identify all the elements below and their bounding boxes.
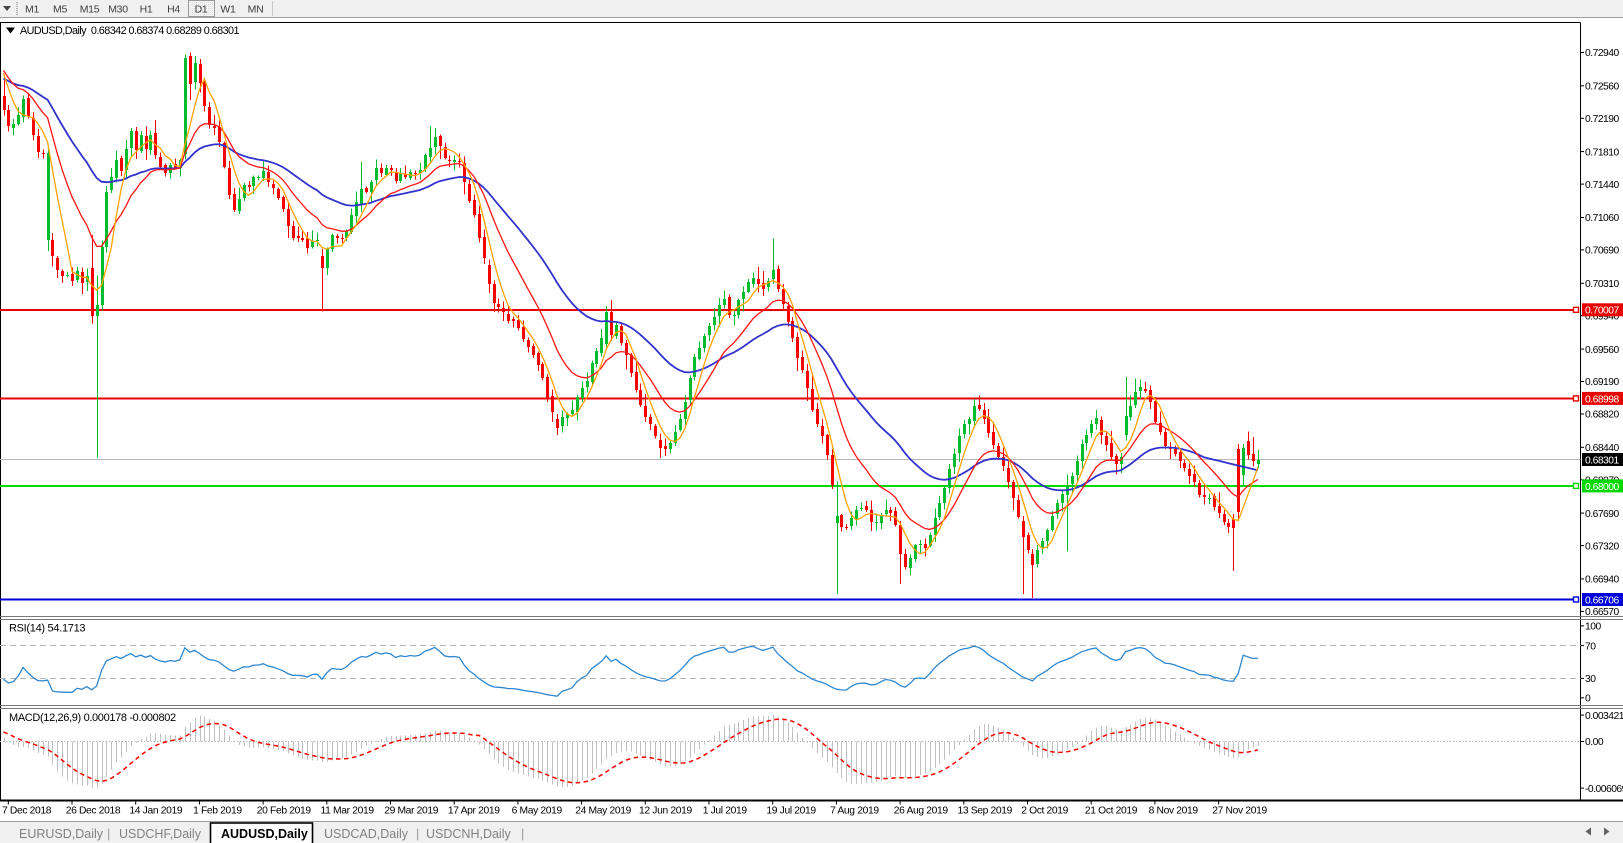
svg-text:70: 70 — [1585, 641, 1596, 652]
svg-text:H4: H4 — [167, 4, 180, 16]
svg-text:0.70690: 0.70690 — [1585, 246, 1619, 257]
svg-text:AUDUSD,Daily 0.68342 0.68374: AUDUSD,Daily 0.68342 0.68374 0.68289 0.6… — [20, 25, 239, 37]
svg-text:0.68998: 0.68998 — [1585, 394, 1619, 405]
svg-text:14 Jan 2019: 14 Jan 2019 — [129, 806, 182, 817]
svg-text:26 Dec 2018: 26 Dec 2018 — [66, 806, 121, 817]
svg-text:0.66940: 0.66940 — [1585, 575, 1619, 586]
svg-text:0.69190: 0.69190 — [1585, 377, 1619, 388]
svg-text:H1: H1 — [140, 4, 153, 16]
svg-text:21 Oct 2019: 21 Oct 2019 — [1085, 806, 1138, 817]
svg-text:-0.006069: -0.006069 — [1585, 784, 1623, 795]
svg-text:USDCAD,Daily: USDCAD,Daily — [324, 827, 409, 841]
svg-text:0.70007: 0.70007 — [1585, 306, 1619, 317]
svg-text:M1: M1 — [25, 4, 39, 16]
svg-text:0.69560: 0.69560 — [1585, 345, 1619, 356]
svg-text:0.67690: 0.67690 — [1585, 509, 1619, 520]
svg-text:0.67320: 0.67320 — [1585, 541, 1619, 552]
svg-text:0.72560: 0.72560 — [1585, 82, 1619, 93]
svg-text:0.71440: 0.71440 — [1585, 180, 1619, 191]
svg-text:EURUSD,Daily: EURUSD,Daily — [19, 827, 104, 841]
svg-text:USDCNH,Daily: USDCNH,Daily — [426, 827, 511, 841]
svg-text:7 Aug 2019: 7 Aug 2019 — [830, 806, 879, 817]
svg-text:USDCHF,Daily: USDCHF,Daily — [119, 827, 202, 841]
svg-text:11 Mar 2019: 11 Mar 2019 — [321, 806, 375, 817]
svg-text:0.68440: 0.68440 — [1585, 443, 1619, 454]
svg-text:0.68820: 0.68820 — [1585, 410, 1619, 421]
svg-text:1 Feb 2019: 1 Feb 2019 — [193, 806, 242, 817]
svg-text:0.72940: 0.72940 — [1585, 48, 1619, 59]
svg-text:MACD(12,26,9) 0.000178 -0.0008: MACD(12,26,9) 0.000178 -0.000802 — [9, 712, 176, 724]
svg-text:0.70310: 0.70310 — [1585, 279, 1619, 290]
svg-text:0.68000: 0.68000 — [1585, 482, 1619, 493]
svg-text:MN: MN — [248, 4, 264, 16]
svg-text:12 Jun 2019: 12 Jun 2019 — [639, 806, 692, 817]
svg-text:6 May 2019: 6 May 2019 — [512, 806, 563, 817]
svg-text:M15: M15 — [80, 4, 100, 16]
svg-text:RSI(14) 54.1713: RSI(14) 54.1713 — [9, 623, 85, 635]
svg-text:0.66706: 0.66706 — [1585, 595, 1619, 606]
svg-text:13 Sep 2019: 13 Sep 2019 — [958, 806, 1013, 817]
svg-text:20 Feb 2019: 20 Feb 2019 — [257, 806, 312, 817]
svg-text:0.00: 0.00 — [1585, 737, 1604, 748]
svg-text:0.68301: 0.68301 — [1585, 455, 1619, 466]
svg-text:|: | — [107, 827, 110, 841]
svg-text:M30: M30 — [108, 4, 128, 16]
svg-text:D1: D1 — [195, 4, 208, 16]
svg-text:0.71810: 0.71810 — [1585, 147, 1619, 158]
svg-text:26 Aug 2019: 26 Aug 2019 — [894, 806, 949, 817]
svg-text:M5: M5 — [53, 4, 67, 16]
svg-text:0: 0 — [1585, 694, 1591, 705]
svg-text:2 Oct 2019: 2 Oct 2019 — [1021, 806, 1068, 817]
svg-text:0.71060: 0.71060 — [1585, 213, 1619, 224]
svg-text:30: 30 — [1585, 674, 1596, 685]
svg-text:7 Dec 2018: 7 Dec 2018 — [2, 806, 52, 817]
svg-text:0.69940: 0.69940 — [1585, 311, 1619, 322]
svg-text:0.72190: 0.72190 — [1585, 114, 1619, 125]
svg-text:AUDUSD,Daily: AUDUSD,Daily — [221, 827, 308, 841]
svg-text:|: | — [416, 827, 419, 841]
svg-text:0.003421: 0.003421 — [1585, 711, 1623, 722]
svg-text:8 Nov 2019: 8 Nov 2019 — [1149, 806, 1199, 817]
svg-text:W1: W1 — [220, 4, 236, 16]
svg-text:|: | — [521, 827, 524, 841]
svg-text:1 Jul 2019: 1 Jul 2019 — [703, 806, 748, 817]
svg-text:100: 100 — [1585, 622, 1601, 633]
svg-text:19 Jul 2019: 19 Jul 2019 — [766, 806, 816, 817]
svg-text:29 Mar 2019: 29 Mar 2019 — [384, 806, 439, 817]
svg-text:0.66570: 0.66570 — [1585, 607, 1619, 618]
svg-text:27 Nov 2019: 27 Nov 2019 — [1212, 806, 1267, 817]
svg-text:17 Apr 2019: 17 Apr 2019 — [448, 806, 500, 817]
svg-text:24 May 2019: 24 May 2019 — [575, 806, 631, 817]
